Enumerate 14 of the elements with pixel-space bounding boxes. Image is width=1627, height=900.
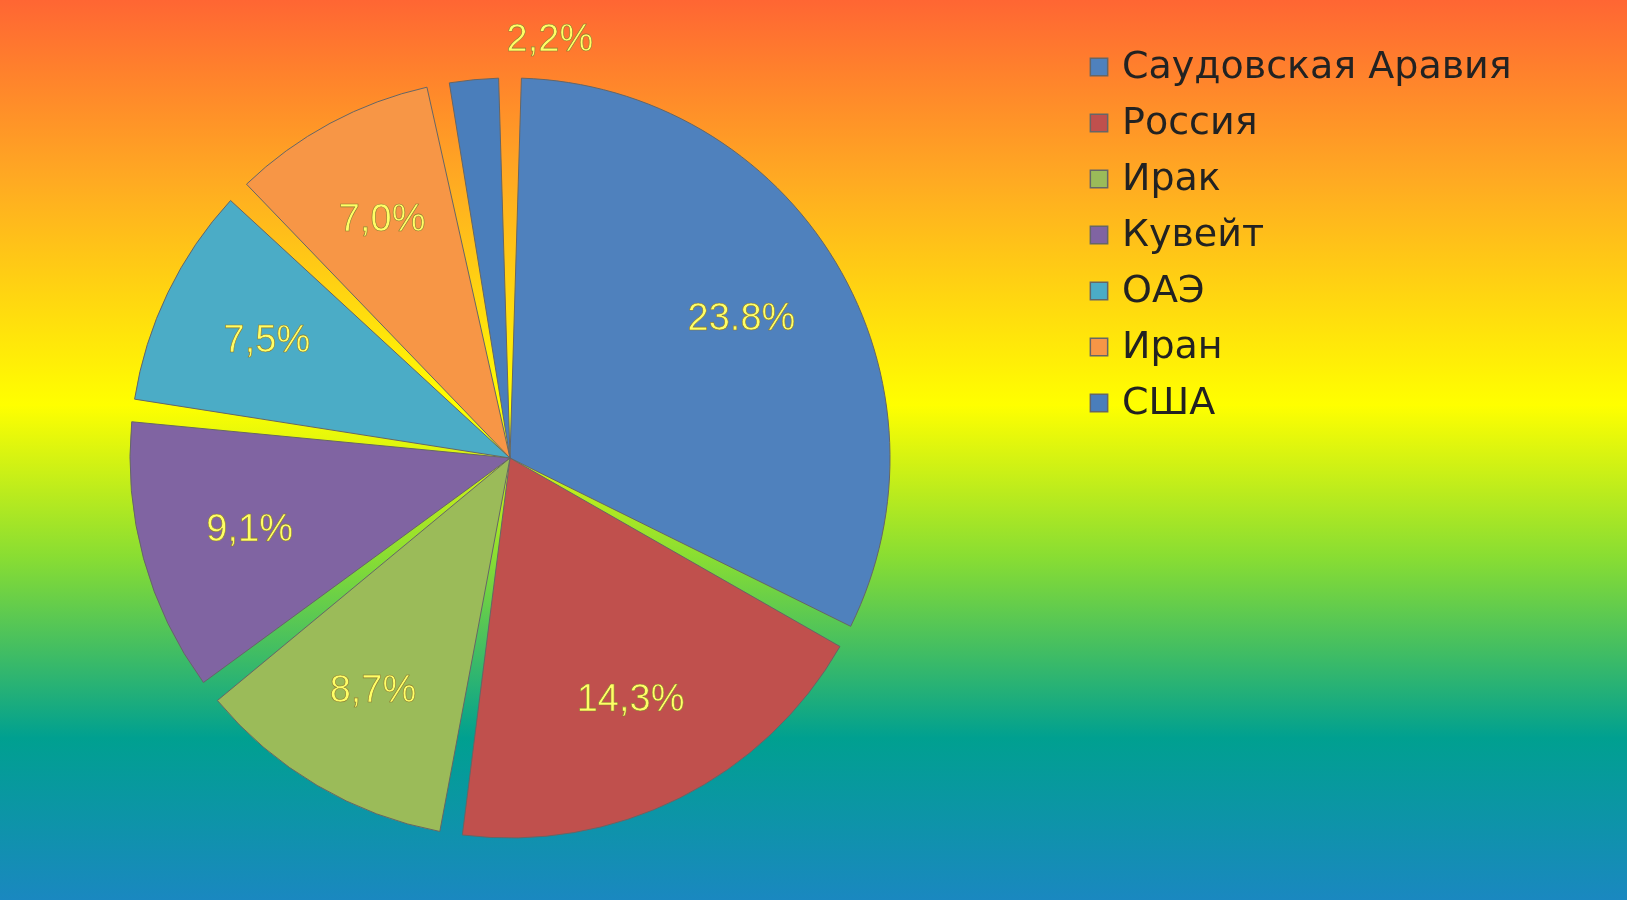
legend-label: Саудовская Аравия [1122,43,1512,87]
legend-label: Россия [1122,99,1258,143]
legend-label: США [1122,379,1216,423]
data-label: 2,2% [506,16,594,59]
legend-label: Ирак [1122,155,1221,199]
legend-label: ОАЭ [1122,267,1205,311]
data-label: 7,5% [223,317,311,360]
data-label: 14,3% [576,676,685,719]
data-label: 9,1% [206,506,293,549]
data-label: 23.8% [687,295,796,338]
legend-label: Иран [1122,323,1223,367]
data-label: 8,7% [329,667,417,710]
legend-label: Кувейт [1122,211,1265,255]
data-label: 7,0% [338,197,426,240]
